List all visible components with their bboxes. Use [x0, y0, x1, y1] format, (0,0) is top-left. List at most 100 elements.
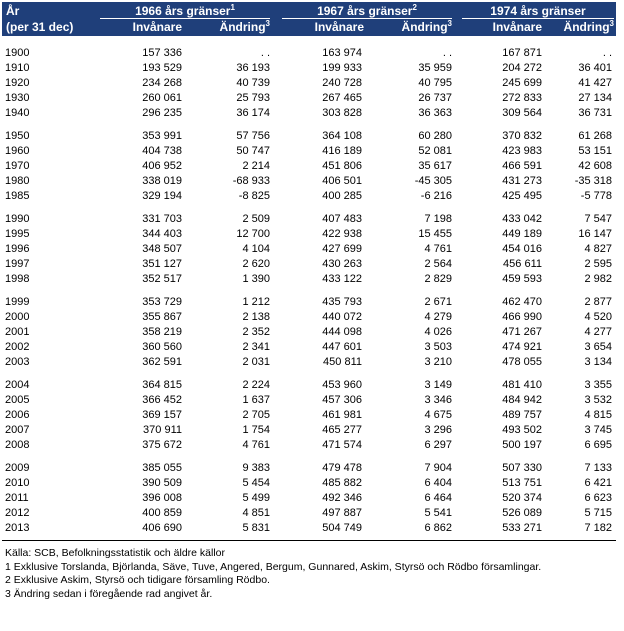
group-1966-pop-header: Invånare: [132, 20, 182, 34]
change-1967-cell: 52 081: [418, 145, 452, 157]
table-bottom-rule: [2, 540, 616, 541]
footnote-2: 2 Exklusive Askim, Styrsö och tidigare f…: [5, 574, 270, 586]
pop-1966-cell: 193 529: [142, 62, 182, 74]
change-1974-cell: 16 147: [578, 228, 612, 240]
pop-1974-cell: 167 871: [502, 47, 542, 59]
table-row: 2011 396 008 5 499 492 346 6 464 520 374 6 623: [2, 491, 616, 506]
table-header: År (per 31 dec) 1966 års gränser1 Invåna…: [2, 2, 616, 36]
change-1966-cell: 2 138: [242, 311, 270, 323]
pop-1966-cell: 353 991: [142, 130, 182, 142]
change-1967-cell: 4 675: [424, 409, 452, 421]
pop-1966-cell: 369 157: [142, 409, 182, 421]
change-1966-cell: 2 214: [242, 160, 270, 172]
change-1967-cell: -45 305: [414, 175, 452, 187]
change-1974-cell: 4 827: [584, 243, 612, 255]
pop-1967-cell: 400 285: [322, 190, 362, 202]
pop-1974-cell: 272 833: [502, 92, 542, 104]
table-row: 2009 385 055 9 383 479 478 7 904 507 330 7 133: [2, 461, 616, 476]
year-cell: 1980: [5, 175, 30, 187]
change-1966-cell: 4 104: [242, 243, 270, 255]
change-1966-cell: 2 341: [242, 341, 270, 353]
pop-1967-cell: 457 306: [322, 394, 362, 406]
pop-1966-cell: 400 859: [142, 507, 182, 519]
year-cell: 2009: [5, 462, 30, 474]
group-1967-title: 1967 års gränser2: [282, 4, 452, 19]
change-1966-cell: 2 031: [242, 356, 270, 368]
change-1966-cell: 1 212: [242, 296, 270, 308]
pop-1966-cell: 406 690: [142, 522, 182, 534]
table-row: 1990 331 703 2 509 407 483 7 198 433 042 7 547: [2, 212, 616, 227]
change-1966-cell: 1 754: [242, 424, 270, 436]
change-1974-cell: 6 695: [584, 439, 612, 451]
year-cell: 2002: [5, 341, 30, 353]
change-1974-cell: 2 982: [584, 273, 612, 285]
change-1966-cell: 1 637: [242, 394, 270, 406]
pop-1967-cell: 364 108: [322, 130, 362, 142]
table-row: 2004 364 815 2 224 453 960 3 149 481 410 3 355: [2, 378, 616, 393]
change-1967-cell: 3 346: [424, 394, 452, 406]
change-1974-cell: 4 815: [584, 409, 612, 421]
change-1966-cell: 36 174: [236, 107, 270, 119]
change-1974-cell: 41 427: [578, 77, 612, 89]
table-row: 2012 400 859 4 851 497 887 5 541 526 089 5 715: [2, 506, 616, 521]
pop-1974-cell: 471 267: [502, 326, 542, 338]
pop-1967-cell: 430 263: [322, 258, 362, 270]
table-row: 1940 296 235 36 174 303 828 36 363 309 564 36 …: [2, 106, 616, 121]
pop-1974-cell: 489 757: [502, 409, 542, 421]
year-cell: 1910: [5, 62, 30, 74]
change-1974-cell: 3 355: [584, 379, 612, 391]
table-row: 2005 366 452 1 637 457 306 3 346 484 942 3 532: [2, 393, 616, 408]
change-1974-cell: 4 520: [584, 311, 612, 323]
change-1967-cell: 7 904: [424, 462, 452, 474]
change-1967-cell: 35 959: [418, 62, 452, 74]
year-cell: 2011: [5, 492, 29, 504]
year-cell: 1985: [5, 190, 30, 202]
change-1967-cell: 15 455: [418, 228, 452, 240]
year-cell: 2001: [5, 326, 30, 338]
table-body: 1900 157 336. . 163 974. . 167 871. . 1910 19…: [2, 46, 616, 536]
pop-1967-cell: 433 122: [322, 273, 362, 285]
year-subheader: (per 31 dec): [6, 20, 74, 34]
pop-1966-cell: 364 815: [142, 379, 182, 391]
pop-1966-cell: 366 452: [142, 394, 182, 406]
year-cell: 1995: [5, 228, 30, 240]
pop-1967-cell: 416 189: [322, 145, 362, 157]
pop-1966-cell: 358 219: [142, 326, 182, 338]
table-row: 2013 406 690 5 831 504 749 6 862 533 271 7 182: [2, 521, 616, 536]
pop-1967-cell: 163 974: [322, 47, 362, 59]
table-row: 2008 375 672 4 761 471 574 6 297 500 197 6 695: [2, 438, 616, 453]
pop-1966-cell: 157 336: [142, 47, 182, 59]
pop-1974-cell: 474 921: [502, 341, 542, 353]
pop-1974-cell: 462 470: [502, 296, 542, 308]
change-1966-cell: 50 747: [236, 145, 270, 157]
pop-1974-cell: 433 042: [502, 213, 542, 225]
change-1967-cell: 26 737: [418, 92, 452, 104]
year-cell: 2006: [5, 409, 30, 421]
pop-1974-cell: 370 832: [502, 130, 542, 142]
pop-1967-cell: 267 465: [322, 92, 362, 104]
change-1966-cell: 1 390: [242, 273, 270, 285]
change-1966-cell: 5 454: [242, 477, 270, 489]
table-row: 2006 369 157 2 705 461 981 4 675 489 757 4 815: [2, 408, 616, 423]
change-1967-cell: 6 862: [424, 522, 452, 534]
table-row: 1910 193 529 36 193 199 933 35 959 204 272 36 …: [2, 61, 616, 76]
change-1974-cell: 36 731: [578, 107, 612, 119]
pop-1967-cell: 435 793: [322, 296, 362, 308]
change-1967-cell: 2 829: [424, 273, 452, 285]
pop-1967-cell: 444 098: [322, 326, 362, 338]
change-1967-cell: 40 795: [418, 77, 452, 89]
change-1966-cell: 5 499: [242, 492, 270, 504]
pop-1967-cell: 240 728: [322, 77, 362, 89]
year-cell: 1999: [5, 296, 30, 308]
change-1967-cell: 4 026: [424, 326, 452, 338]
pop-1967-cell: 497 887: [322, 507, 362, 519]
pop-1967-cell: 461 981: [322, 409, 362, 421]
change-1967-cell: 3 503: [424, 341, 452, 353]
group-1966-title: 1966 års gränser1: [100, 4, 270, 19]
pop-1974-cell: 481 410: [502, 379, 542, 391]
pop-1967-cell: 451 806: [322, 160, 362, 172]
change-1967-cell: 4 279: [424, 311, 452, 323]
change-1966-cell: 57 756: [236, 130, 270, 142]
footnotes: Källa: SCB, Befolkningsstatistik och äld…: [2, 547, 616, 601]
pop-1966-cell: 375 672: [142, 439, 182, 451]
